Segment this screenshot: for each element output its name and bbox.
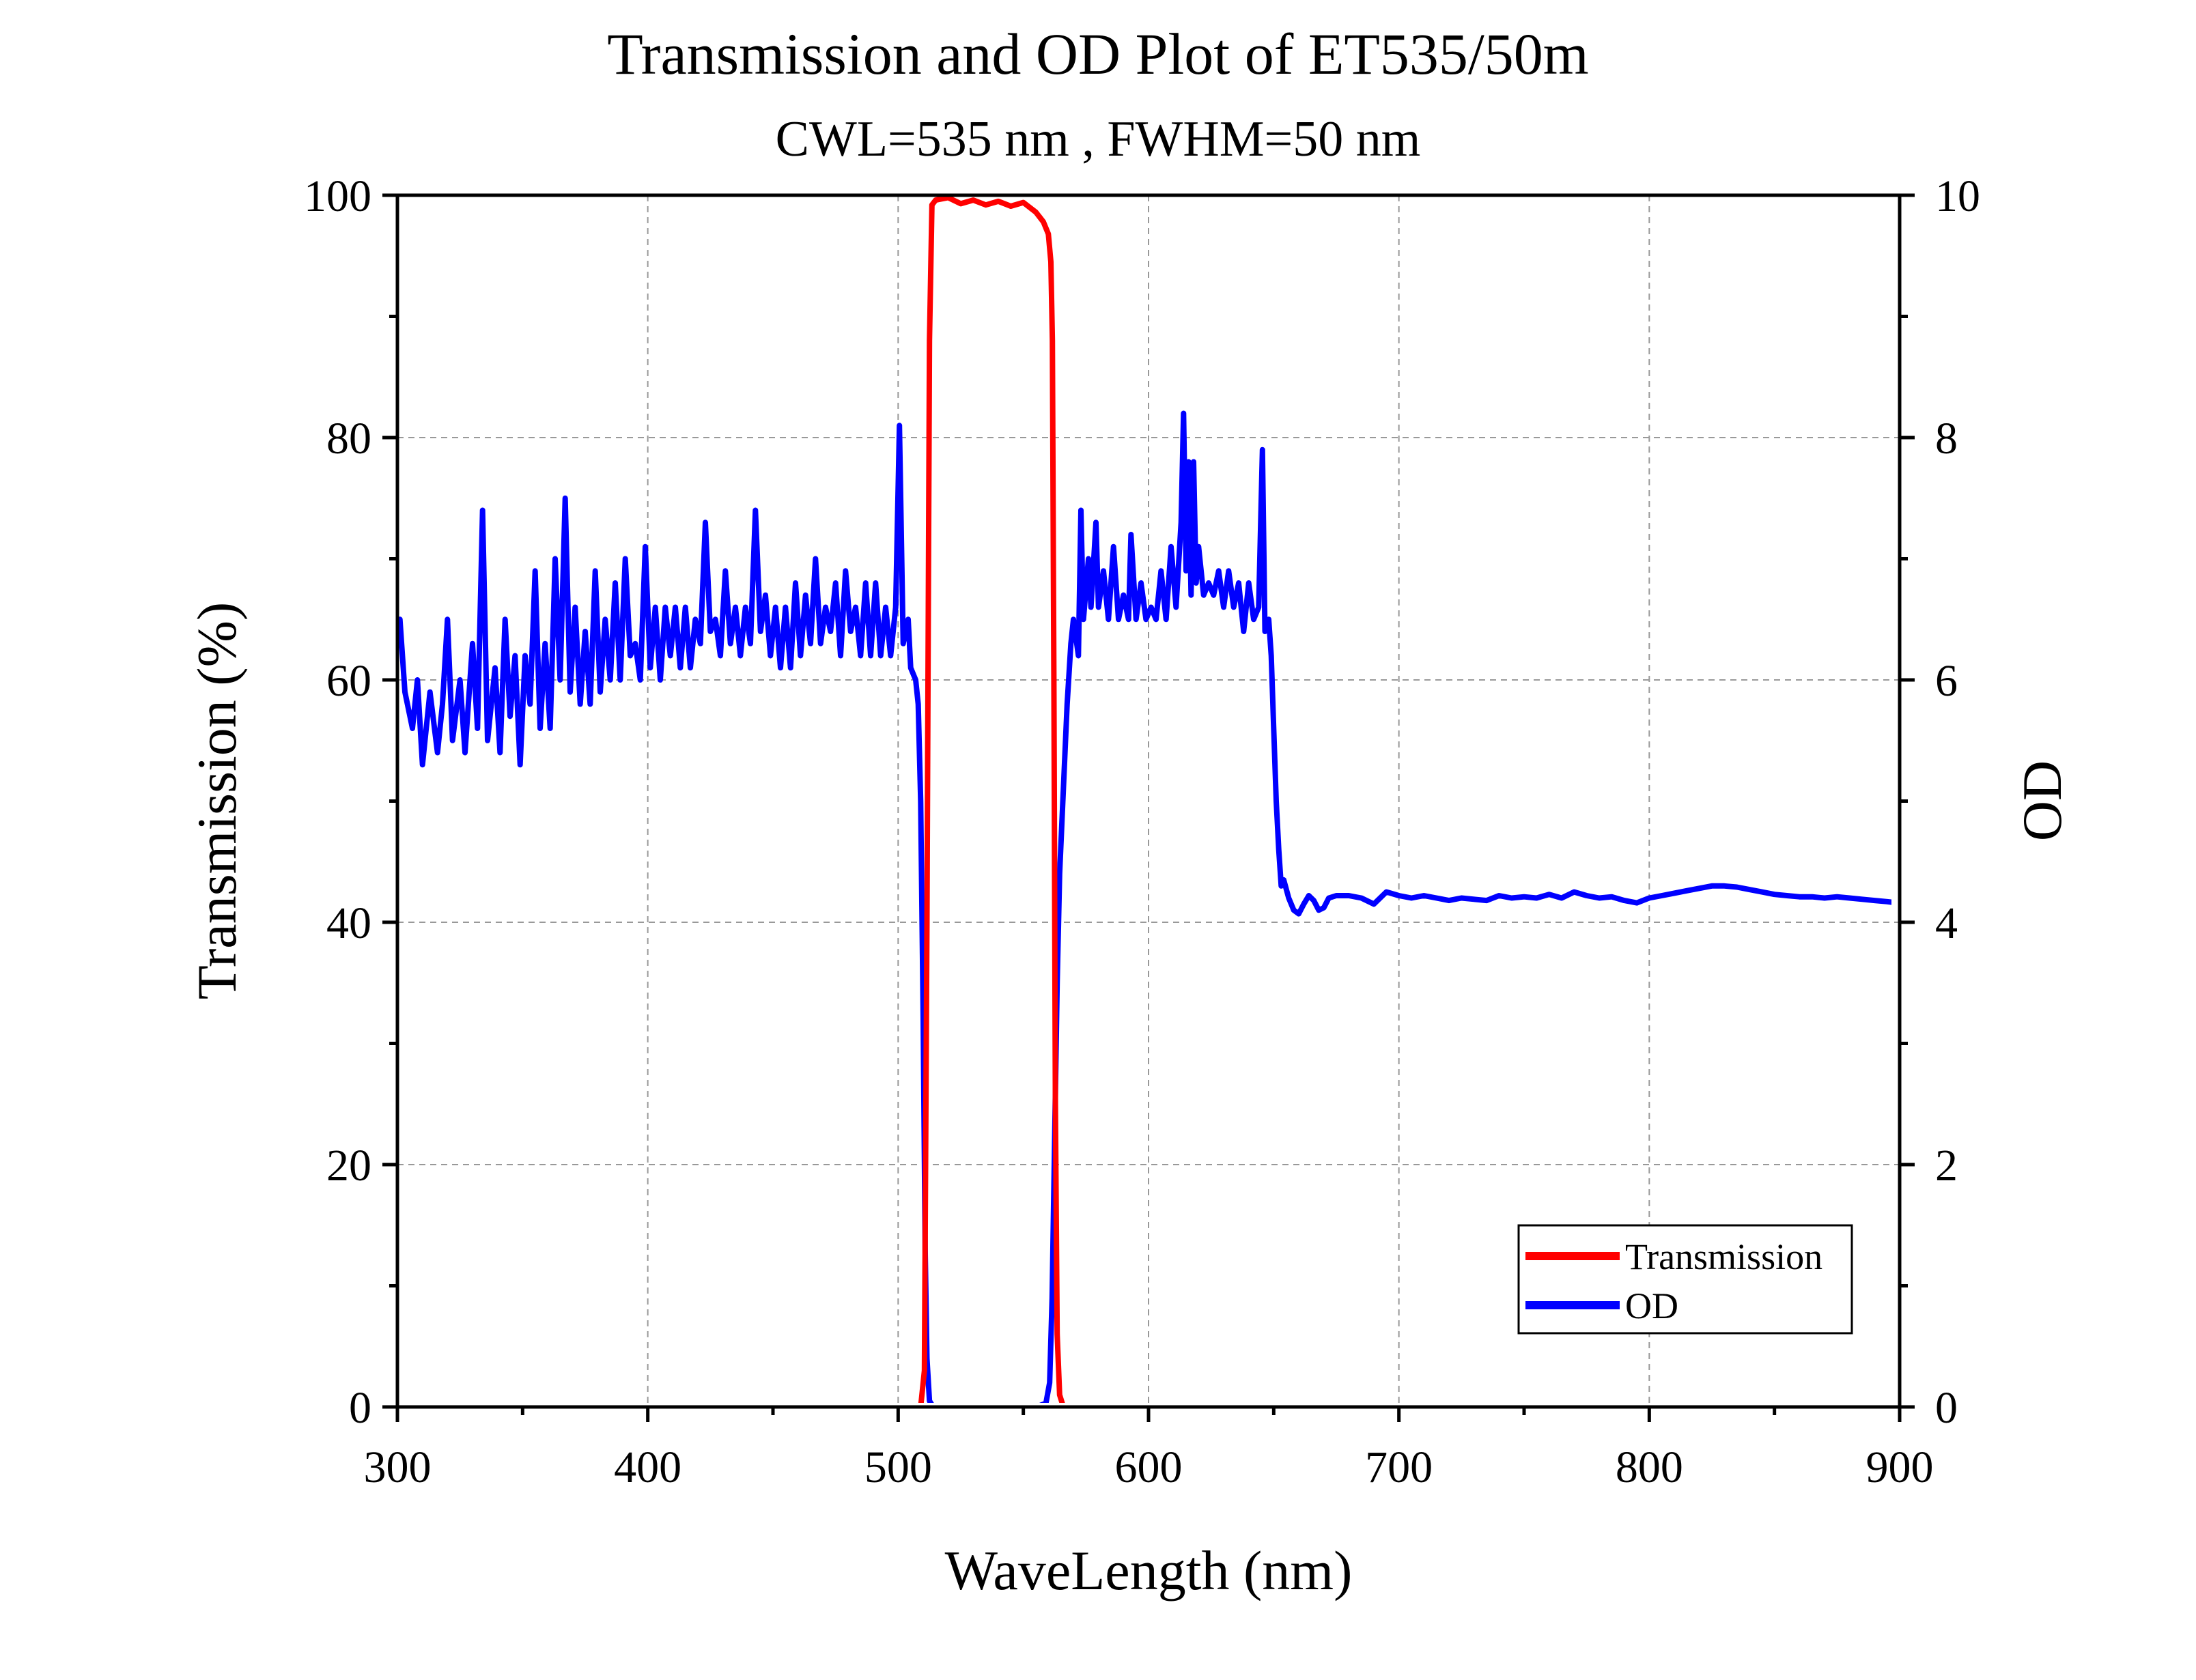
- y-right-tick-label: 4: [1935, 898, 1958, 948]
- legend-label-od: OD: [1625, 1285, 1678, 1326]
- y-right-tick-label: 2: [1935, 1141, 1958, 1191]
- chart-subtitle: CWL=535 nm , FWHM=50 nm: [776, 111, 1421, 167]
- y-right-tick-label: 10: [1935, 171, 1980, 221]
- axis-ticks: [382, 193, 1915, 1422]
- y-left-axis-title: Transmission (%): [186, 602, 248, 999]
- y-right-tick-label: 6: [1935, 656, 1958, 706]
- x-tick-label: 800: [1616, 1442, 1683, 1492]
- x-tick-label: 600: [1115, 1442, 1183, 1492]
- y-left-tick-label: 0: [349, 1383, 371, 1433]
- grid-lines: [397, 195, 1900, 1407]
- y-right-axis-title: OD: [2011, 760, 2073, 841]
- series-line-transmission: [918, 195, 1065, 1403]
- legend-label-transmission: Transmission: [1625, 1236, 1822, 1277]
- y-left-tick-label: 80: [326, 414, 371, 464]
- x-axis-title: WaveLength (nm): [945, 1539, 1353, 1601]
- x-tick-label: 400: [614, 1442, 681, 1492]
- y-left-tick-label: 60: [326, 656, 371, 706]
- x-tick-label: 500: [864, 1442, 932, 1492]
- series-layer: [397, 195, 1891, 1403]
- y-right-tick-label: 0: [1935, 1383, 1958, 1433]
- legend-box: [1517, 1224, 1853, 1335]
- chart-title: Transmission and OD Plot of ET535/50m: [607, 21, 1588, 87]
- legend: Transmission OD: [1517, 1224, 1853, 1335]
- x-tick-label: 900: [1866, 1442, 1934, 1492]
- y-right-tick-label: 8: [1935, 414, 1958, 464]
- y-left-tick-label: 40: [326, 898, 371, 948]
- x-tick-label: 700: [1365, 1442, 1433, 1492]
- y-left-tick-label: 20: [326, 1141, 371, 1191]
- y-left-tick-label: 100: [304, 171, 371, 221]
- x-tick-label: 300: [364, 1442, 432, 1492]
